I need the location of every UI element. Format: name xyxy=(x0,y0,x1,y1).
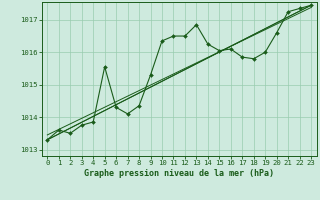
X-axis label: Graphe pression niveau de la mer (hPa): Graphe pression niveau de la mer (hPa) xyxy=(84,169,274,178)
